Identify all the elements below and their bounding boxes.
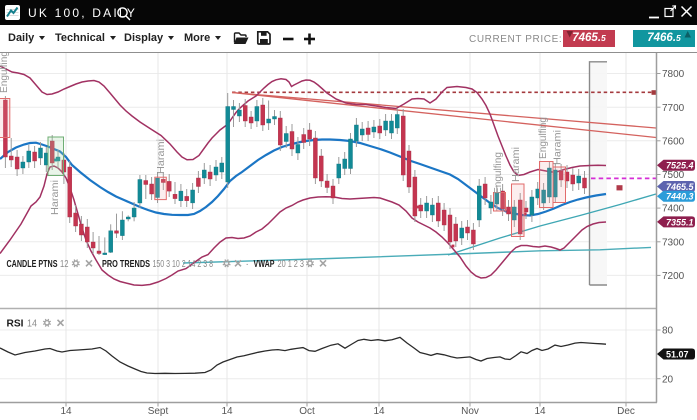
svg-text:Engulfing: Engulfing: [0, 53, 10, 93]
svg-text:Oct: Oct: [299, 406, 315, 417]
svg-text:7440.3: 7440.3: [666, 192, 694, 202]
svg-text:7800: 7800: [662, 69, 685, 80]
svg-text:12: 12: [60, 259, 69, 270]
svg-text:14: 14: [27, 319, 37, 330]
svg-text:14: 14: [534, 406, 546, 417]
svg-text:Harami: Harami: [156, 139, 167, 174]
svg-text:80: 80: [662, 326, 674, 337]
svg-text:RSI: RSI: [7, 319, 24, 330]
svg-text:7200: 7200: [662, 271, 685, 282]
svg-text:20 1 2 3: 20 1 2 3: [278, 259, 305, 270]
svg-text:Harami: Harami: [511, 147, 522, 182]
svg-text:VWAP: VWAP: [254, 259, 275, 270]
svg-text:PRO TRENDS: PRO TRENDS: [102, 259, 150, 270]
svg-text:20: 20: [662, 374, 674, 385]
svg-text:14: 14: [60, 406, 72, 417]
svg-text:14: 14: [221, 406, 233, 417]
svg-text:7525.4: 7525.4: [666, 161, 694, 171]
svg-text:Engulfing: Engulfing: [538, 117, 549, 159]
svg-text:7600: 7600: [662, 136, 685, 147]
svg-text:7500: 7500: [662, 170, 685, 181]
svg-text:Sept: Sept: [148, 406, 169, 417]
svg-text:7400: 7400: [662, 204, 685, 215]
svg-text:7300: 7300: [662, 237, 685, 248]
svg-text:51.07: 51.07: [666, 349, 689, 359]
svg-text:7465.5: 7465.5: [666, 182, 695, 192]
svg-text:7700: 7700: [662, 103, 685, 114]
svg-text:CANDLE PTNS: CANDLE PTNS: [7, 259, 58, 270]
svg-text:14: 14: [373, 406, 385, 417]
svg-text:Engulfing: Engulfing: [493, 152, 504, 194]
svg-text:Harami: Harami: [553, 130, 564, 165]
svg-text:·: ·: [246, 259, 249, 270]
svg-text:Harami: Harami: [50, 180, 61, 215]
svg-text:Nov: Nov: [461, 406, 479, 417]
svg-text:7355.1: 7355.1: [666, 217, 694, 227]
svg-text:150 3 10 2 14 2 3 8: 150 3 10 2 14 2 3 8: [153, 259, 214, 270]
svg-text:Dec: Dec: [617, 406, 635, 417]
